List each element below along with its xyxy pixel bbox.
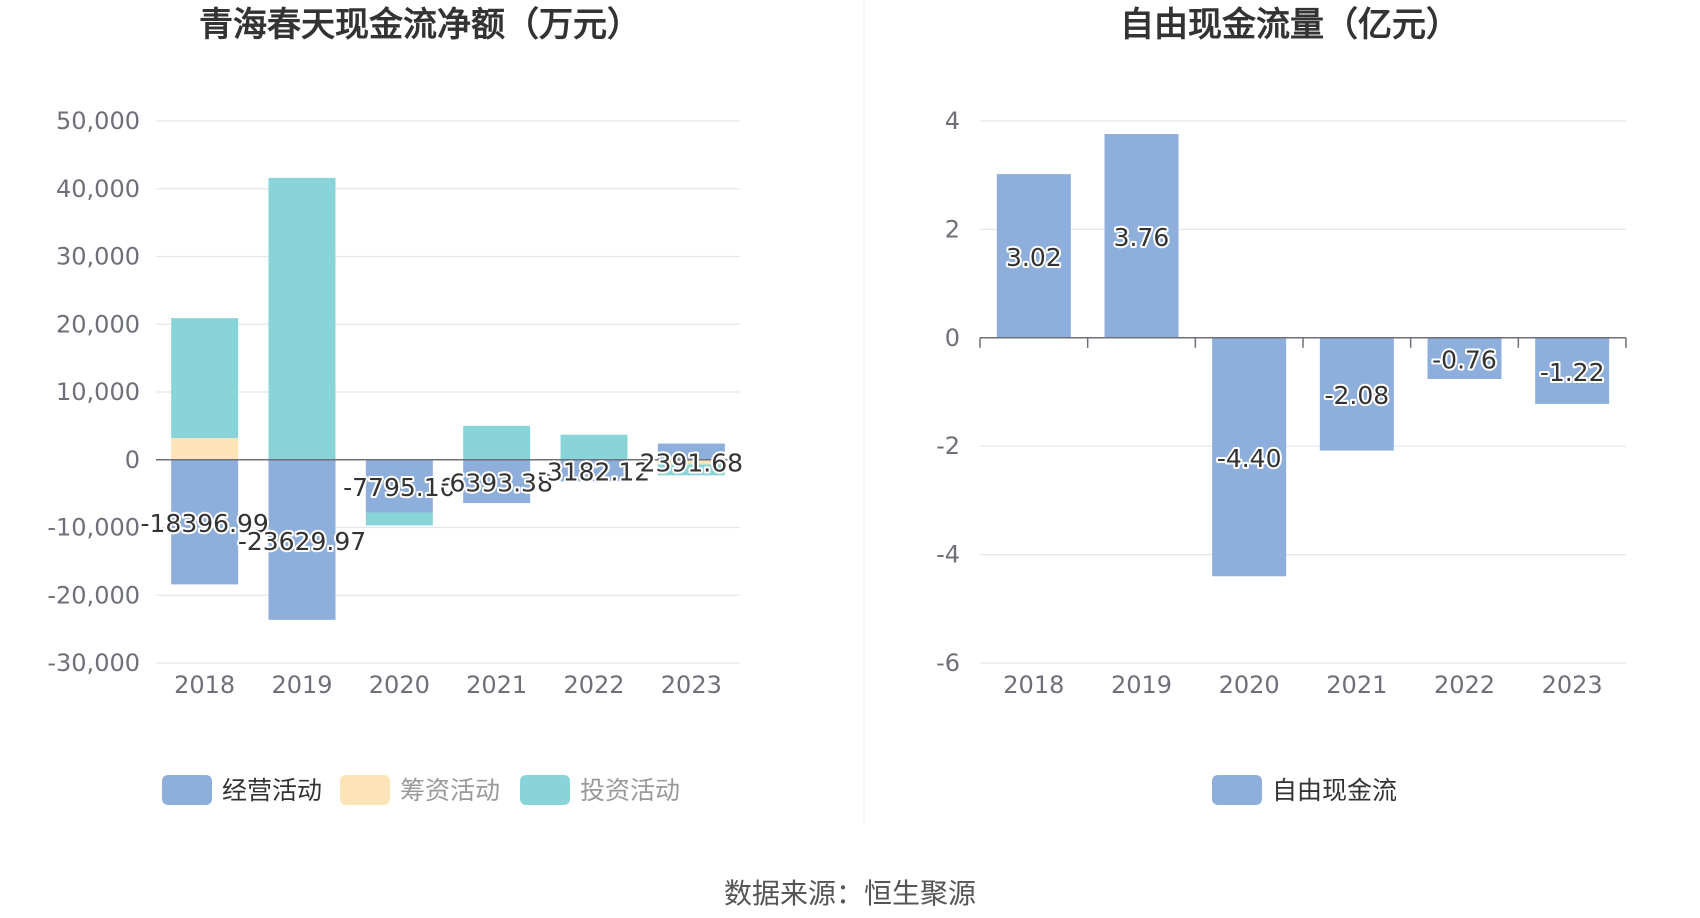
chart1-bar-经营活动-2020	[365, 459, 433, 513]
chart2-x-tick-label: 2019	[1111, 671, 1172, 699]
chart1-data-label: -7795.10	[343, 473, 455, 502]
chart1-legend-label: 筹资活动	[400, 776, 500, 805]
chart1-y-tick-label: 10,000	[56, 378, 140, 406]
chart1-legend-label: 经营活动	[222, 776, 322, 805]
chart2-bar-自由现金流-2020	[1212, 337, 1287, 577]
chart1-data-label: -3182.12	[538, 458, 650, 487]
source-note: 数据来源：恒生聚源	[723, 877, 976, 910]
chart1-x-tick-label: 2019	[271, 671, 332, 699]
chart2-bar-自由现金流-2019	[1104, 134, 1179, 338]
chart2-x-tick-label: 2018	[1003, 671, 1064, 699]
chart2-x-tick-label: 2023	[1542, 671, 1603, 699]
chart2-bar-自由现金流-2023	[1535, 337, 1610, 404]
chart2-legend-swatch	[1212, 775, 1262, 805]
chart1-legend-swatch	[340, 775, 390, 805]
chart1-y-tick-label: -10,000	[47, 514, 140, 542]
chart1-y-tick-label: 20,000	[56, 310, 140, 338]
chart1-legend-swatch	[520, 775, 570, 805]
chart2-bar-自由现金流-2021	[1319, 337, 1394, 451]
chart1-bar-经营活动-2022	[560, 459, 628, 482]
chart1-bar-投资活动-2023	[657, 464, 725, 476]
chart2-y-tick-label: 2	[945, 215, 960, 243]
chart1-bar-投资活动-2021	[463, 425, 531, 460]
chart2-data-label: -4.40	[1217, 444, 1282, 473]
chart1-bar-投资活动-2019	[268, 177, 336, 460]
chart1-data-label: -6393.38	[440, 468, 552, 497]
chart1-y-tick-label: 30,000	[56, 243, 140, 271]
chart1-y-tick-label: 50,000	[56, 107, 140, 135]
chart2-y-tick-label: -6	[936, 649, 960, 677]
chart1-bar-经营活动-2019	[268, 459, 336, 620]
chart1-bar-投资活动-2020	[365, 512, 433, 526]
chart1-legend-swatch	[162, 775, 212, 805]
chart2-data-label: -1.22	[1540, 358, 1605, 387]
chart2-y-tick-label: -2	[936, 432, 960, 460]
chart1-x-tick-label: 2022	[563, 671, 624, 699]
chart2-bar-自由现金流-2018	[996, 174, 1071, 338]
chart2-title: 自由现金流量（亿元）	[1120, 5, 1460, 45]
chart1-x-tick-label: 2023	[661, 671, 722, 699]
chart2-y-tick-label: 0	[945, 324, 960, 352]
chart1-title: 青海春天现金流净额（万元）	[199, 5, 641, 45]
chart1-bar-经营活动-2018	[171, 459, 239, 585]
chart2-data-label: 3.02	[1006, 243, 1062, 272]
chart2-data-label: 3.76	[1114, 223, 1170, 252]
chart1-data-label: -18396.99	[141, 509, 269, 538]
chart1-bar-筹资活动-2018	[171, 438, 239, 460]
chart1-data-label: -23629.97	[238, 527, 366, 556]
chart1-bar-投资活动-2018	[171, 318, 239, 439]
chart2-y-tick-label: -4	[936, 541, 960, 569]
chart2-data-label: -2.08	[1324, 381, 1389, 410]
chart2-x-tick-label: 2020	[1219, 671, 1280, 699]
chart2-bar-自由现金流-2022	[1427, 337, 1502, 379]
chart2-x-tick-label: 2021	[1326, 671, 1387, 699]
chart2-x-tick-label: 2022	[1434, 671, 1495, 699]
chart2-data-label: -0.76	[1432, 345, 1497, 374]
chart1-y-tick-label: 0	[125, 446, 140, 474]
chart1-x-tick-label: 2020	[369, 671, 430, 699]
chart1-legend-label: 投资活动	[580, 776, 680, 805]
chart1-bar-经营活动-2023	[657, 443, 725, 460]
chart2-y-tick-label: 4	[945, 107, 960, 135]
chart2-legend-label: 自由现金流	[1272, 776, 1397, 805]
chart1-y-tick-label: 40,000	[56, 175, 140, 203]
chart1-bar-经营活动-2021	[463, 459, 531, 504]
chart1-bar-投资活动-2022	[560, 434, 628, 460]
chart1-x-tick-label: 2021	[466, 671, 527, 699]
chart1-y-tick-label: -30,000	[47, 649, 140, 677]
chart1-data-label: 2391.68	[640, 449, 743, 478]
chart1-y-tick-label: -20,000	[47, 581, 140, 609]
chart1-bar-筹资活动-2023	[657, 459, 725, 465]
chart1-x-tick-label: 2018	[174, 671, 235, 699]
